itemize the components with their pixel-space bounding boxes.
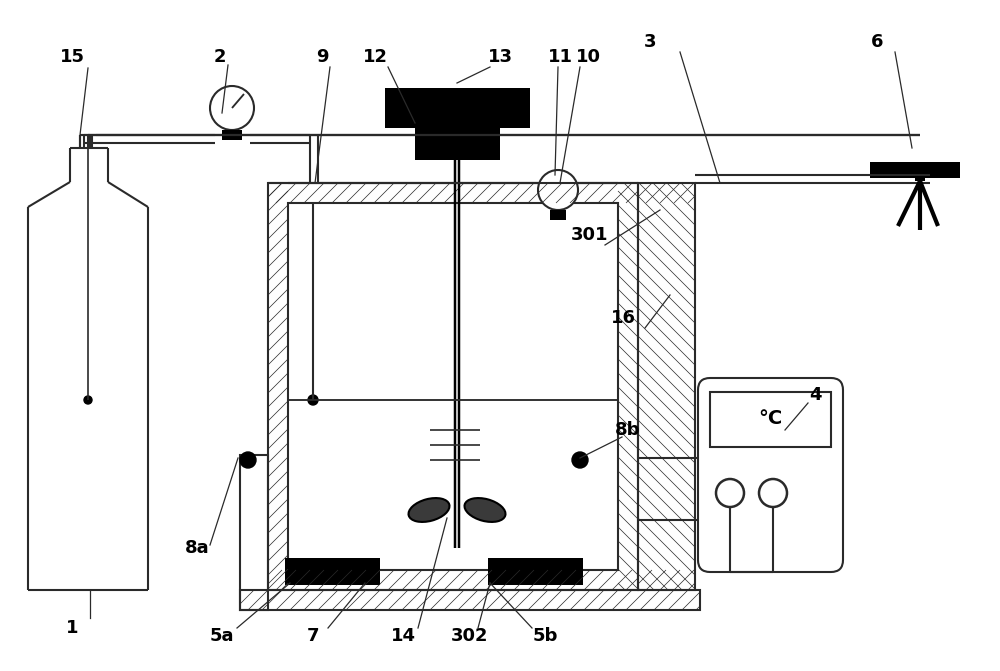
Circle shape [572, 452, 588, 468]
Bar [222, 130, 242, 140]
Text: 3: 3 [644, 33, 656, 51]
Text: 5b: 5b [532, 627, 558, 645]
Text: 14: 14 [390, 627, 416, 645]
Ellipse shape [409, 498, 449, 522]
Text: 302: 302 [451, 627, 489, 645]
Ellipse shape [465, 498, 505, 522]
Bar [285, 558, 380, 585]
Bar [415, 128, 500, 160]
Text: 10: 10 [576, 48, 600, 66]
Bar [915, 178, 925, 181]
Circle shape [308, 395, 318, 405]
Circle shape [240, 452, 256, 468]
Text: 13: 13 [488, 48, 512, 66]
Bar [638, 183, 695, 590]
Bar [268, 183, 638, 590]
Text: 5a: 5a [210, 627, 234, 645]
FancyBboxPatch shape [698, 378, 843, 572]
Text: 8b: 8b [615, 421, 641, 439]
Bar [385, 88, 530, 128]
Text: 12: 12 [362, 48, 388, 66]
Text: 15: 15 [60, 48, 84, 66]
Text: 8a: 8a [185, 539, 209, 557]
Bar [240, 455, 268, 610]
Text: 9: 9 [316, 48, 328, 66]
Bar [488, 558, 583, 585]
Bar [550, 210, 566, 220]
Text: 6: 6 [871, 33, 883, 51]
Bar [240, 590, 700, 610]
Text: 11: 11 [548, 48, 572, 66]
Bar [870, 162, 960, 178]
Text: 16: 16 [610, 309, 636, 327]
Text: 4: 4 [809, 386, 821, 404]
Circle shape [538, 170, 578, 210]
Bar [710, 392, 831, 447]
Text: 7: 7 [307, 627, 319, 645]
Text: 1: 1 [66, 619, 78, 637]
Text: °C: °C [758, 409, 782, 429]
Text: 301: 301 [571, 226, 609, 244]
Bar [288, 203, 618, 570]
Text: 2: 2 [214, 48, 226, 66]
Circle shape [84, 396, 92, 404]
